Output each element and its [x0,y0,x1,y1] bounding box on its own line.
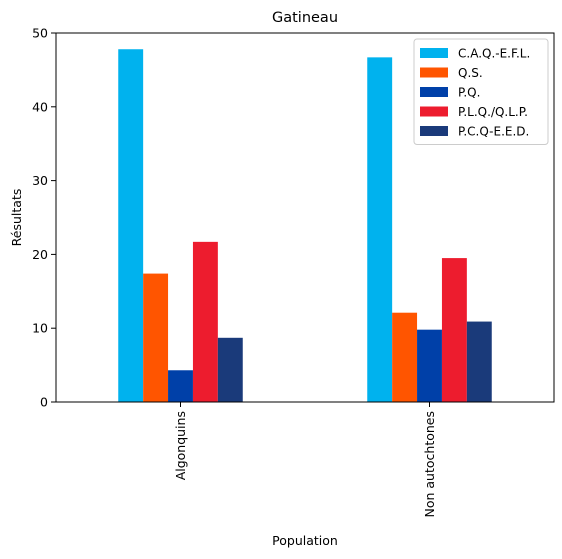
legend-label: C.A.Q.-E.F.L. [458,47,530,61]
legend-swatch [420,106,448,117]
y-tick-label: 30 [32,173,48,188]
bar [192,241,218,402]
plot-frame [55,32,555,403]
y-tick-label: 50 [32,26,48,41]
legend-label: P.L.Q./Q.L.P. [458,105,528,119]
bar [168,370,193,402]
bar [118,49,144,403]
legend-swatch [420,67,448,78]
bar [367,57,393,402]
legend-swatch [420,48,448,58]
y-tick-label: 10 [32,321,48,336]
y-tick-label: 0 [40,395,48,410]
legend-label: Q.S. [458,66,483,80]
y-tick-label: 40 [32,99,48,114]
legend: C.A.Q.-E.F.L. Q.S. P.Q. P.L.Q./Q.L.P. P.C.Q-… [413,38,549,145]
bar [392,312,418,402]
y-axis-label: Résultats [9,189,24,247]
legend-swatch [420,87,448,97]
legend-label: P.Q. [458,86,480,100]
x-tick-label: Algonquins [173,411,188,480]
bar [143,273,169,402]
x-axis-label: Population [272,533,338,548]
bar [417,329,442,402]
bar [441,258,467,402]
bar [466,321,492,402]
y-axis: 0 10 20 30 40 50 [32,26,56,410]
x-tick-label: Non autochtones [422,411,437,518]
legend-label: P.C.Q-E.E.D. [458,125,529,139]
bar [217,337,243,402]
chart-title: Gatineau [272,10,338,26]
x-axis: Algonquins Non autochtones [173,402,437,518]
legend-swatch [420,126,448,136]
y-tick-label: 20 [32,247,48,262]
legend-box [413,38,549,145]
bars-group [118,49,492,403]
